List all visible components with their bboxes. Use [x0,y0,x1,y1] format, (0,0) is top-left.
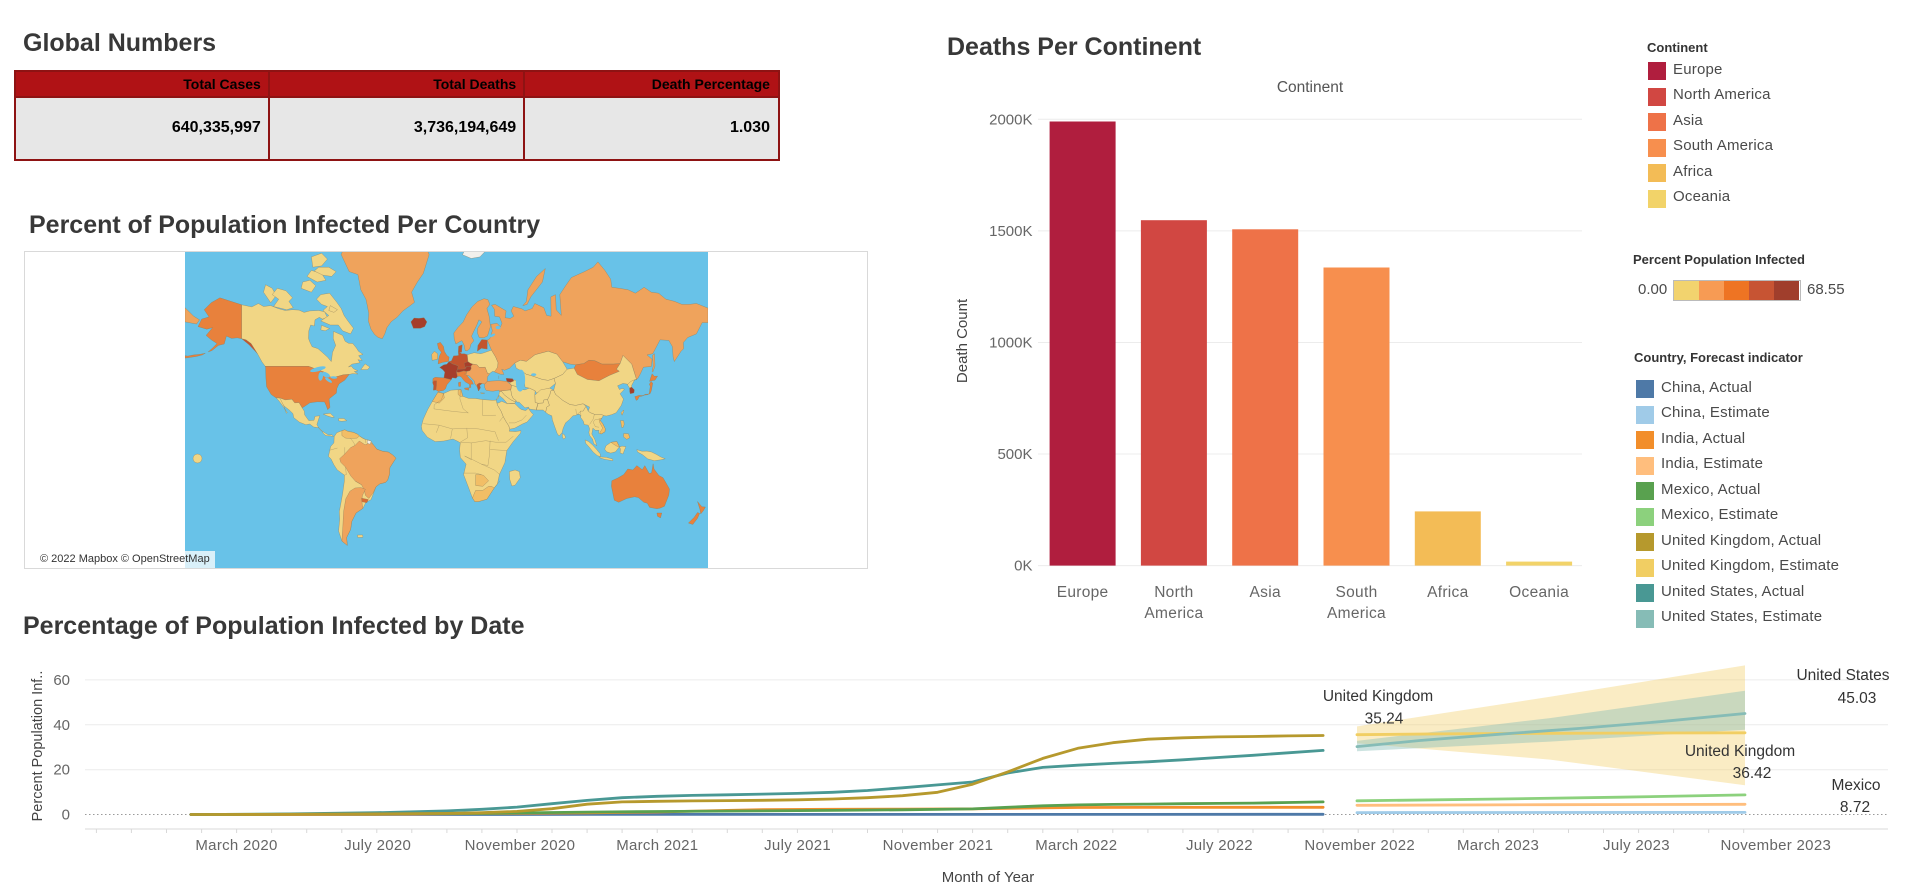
svg-text:March 2020: March 2020 [195,837,277,854]
svg-text:November 2022: November 2022 [1304,837,1415,854]
svg-text:45.03: 45.03 [1838,690,1877,707]
svg-text:July 2020: July 2020 [344,837,411,854]
svg-text:Mexico: Mexico [1831,777,1880,794]
svg-text:0: 0 [62,807,70,824]
svg-text:November 2020: November 2020 [465,837,576,854]
svg-text:Death Count: Death Count [954,298,971,383]
svg-text:United Kingdom: United Kingdom [1323,688,1433,705]
svg-text:20: 20 [53,762,70,779]
svg-text:35.24: 35.24 [1365,711,1404,728]
svg-text:1000K: 1000K [989,335,1032,352]
svg-text:Oceania: Oceania [1509,584,1569,601]
svg-text:America: America [1144,605,1203,622]
svg-text:South: South [1335,584,1377,601]
svg-text:Percent Population Inf..: Percent Population Inf.. [30,671,46,822]
svg-text:July 2021: July 2021 [764,837,831,854]
svg-text:36.42: 36.42 [1733,765,1772,782]
svg-text:United Kingdom: United Kingdom [1685,743,1795,760]
svg-text:July 2022: July 2022 [1186,837,1253,854]
svg-text:July 2023: July 2023 [1603,837,1670,854]
svg-text:November 2021: November 2021 [883,837,994,854]
svg-text:Asia: Asia [1250,584,1281,601]
svg-text:United States: United States [1796,667,1889,684]
svg-text:North: North [1154,584,1193,601]
svg-text:0K: 0K [1014,558,1032,575]
svg-text:America: America [1327,605,1386,622]
svg-text:500K: 500K [997,446,1032,463]
svg-text:Month of Year: Month of Year [942,869,1035,886]
svg-text:Continent: Continent [1277,79,1344,96]
svg-text:Europe: Europe [1057,584,1109,601]
svg-text:2000K: 2000K [989,111,1032,128]
svg-text:March 2022: March 2022 [1035,837,1117,854]
svg-text:40: 40 [53,717,70,734]
svg-text:Africa: Africa [1427,584,1468,601]
svg-text:1500K: 1500K [989,223,1032,240]
svg-text:November 2023: November 2023 [1720,837,1831,854]
svg-text:60: 60 [53,672,70,689]
svg-text:March 2021: March 2021 [616,837,698,854]
svg-text:8.72: 8.72 [1840,799,1870,816]
svg-text:March 2023: March 2023 [1457,837,1539,854]
